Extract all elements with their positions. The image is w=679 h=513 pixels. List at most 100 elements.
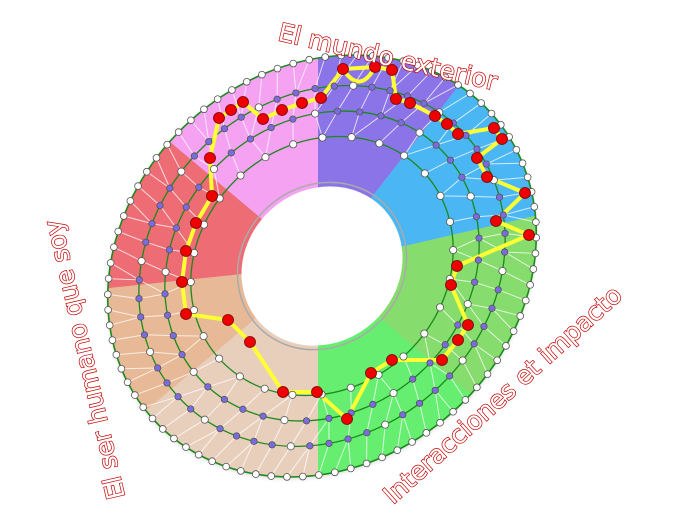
white-node bbox=[104, 274, 113, 283]
mesh-line bbox=[457, 324, 475, 345]
red-node bbox=[341, 413, 353, 425]
white-node bbox=[142, 167, 151, 176]
mesh-line bbox=[366, 404, 374, 433]
purple-node bbox=[356, 108, 364, 116]
red-node bbox=[441, 118, 453, 130]
mesh-line bbox=[403, 144, 437, 157]
mesh-line bbox=[144, 334, 174, 337]
mesh-line bbox=[467, 303, 485, 327]
red-node bbox=[222, 314, 234, 326]
purple-node bbox=[161, 290, 169, 298]
mesh-line bbox=[334, 438, 349, 473]
mesh-line bbox=[412, 379, 421, 404]
path-nodes bbox=[176, 61, 535, 425]
mesh-line bbox=[478, 232, 506, 239]
purple-node bbox=[220, 395, 228, 404]
mesh-line bbox=[292, 63, 297, 94]
red-node bbox=[337, 63, 349, 75]
mesh-line bbox=[467, 303, 493, 309]
red-node bbox=[206, 190, 218, 202]
purple-node bbox=[237, 113, 245, 121]
mesh-line bbox=[141, 260, 166, 273]
white-node bbox=[523, 173, 532, 182]
white-node bbox=[273, 64, 282, 73]
purple-node bbox=[420, 99, 428, 107]
purple-node bbox=[409, 375, 417, 383]
mesh-line bbox=[270, 446, 292, 477]
mesh-line bbox=[177, 386, 209, 398]
mesh-line bbox=[473, 343, 498, 361]
mesh-line bbox=[118, 231, 146, 243]
white-node bbox=[131, 391, 139, 399]
white-node bbox=[152, 154, 161, 162]
white-node bbox=[103, 290, 112, 299]
purple-node bbox=[473, 145, 481, 153]
purple-node bbox=[470, 340, 478, 348]
mesh-line bbox=[381, 424, 386, 458]
red-node bbox=[471, 152, 483, 164]
white-node bbox=[422, 429, 431, 437]
white-node bbox=[393, 446, 402, 454]
red-node bbox=[311, 386, 323, 398]
white-node bbox=[288, 390, 297, 399]
mesh-line bbox=[434, 390, 454, 413]
white-node bbox=[117, 364, 126, 373]
mesh-line bbox=[108, 309, 141, 318]
mesh-line bbox=[438, 93, 471, 113]
purple-node bbox=[273, 95, 281, 103]
mesh-line bbox=[503, 214, 536, 223]
inner-hole-edge bbox=[236, 181, 408, 351]
purple-node bbox=[154, 364, 162, 372]
purple-node bbox=[227, 149, 235, 157]
mesh-line bbox=[137, 185, 161, 206]
white-node bbox=[529, 265, 538, 273]
red-node bbox=[404, 97, 416, 109]
white-node bbox=[400, 151, 409, 160]
white-node bbox=[148, 414, 157, 423]
white-node bbox=[458, 356, 467, 365]
red-node bbox=[237, 96, 249, 108]
mesh-line bbox=[453, 102, 482, 124]
mesh-line bbox=[138, 293, 166, 300]
purple-node bbox=[172, 224, 180, 232]
purple-node bbox=[246, 135, 255, 143]
purple-node bbox=[135, 295, 143, 303]
purple-node bbox=[446, 156, 454, 164]
red-node bbox=[386, 354, 398, 366]
mesh-line bbox=[318, 443, 330, 476]
mesh-line bbox=[359, 86, 373, 113]
mesh-line bbox=[129, 200, 153, 224]
white-node bbox=[112, 350, 121, 359]
purple-node bbox=[426, 359, 434, 367]
white-node bbox=[368, 52, 377, 60]
red-node bbox=[180, 308, 192, 320]
white-node bbox=[531, 249, 540, 258]
mesh-line bbox=[493, 176, 528, 181]
white-node bbox=[254, 103, 263, 112]
purple-node bbox=[474, 256, 482, 264]
purple-node bbox=[306, 442, 314, 450]
white-node bbox=[242, 78, 251, 86]
mesh-line bbox=[185, 428, 221, 448]
red-node bbox=[365, 367, 377, 379]
mesh-line bbox=[242, 388, 266, 410]
purple-node bbox=[415, 399, 424, 407]
white-node bbox=[463, 299, 472, 308]
purple-node bbox=[368, 83, 376, 91]
white-node bbox=[187, 116, 195, 125]
white-node bbox=[182, 443, 190, 451]
white-node bbox=[200, 415, 209, 424]
white-node bbox=[436, 303, 445, 312]
white-node bbox=[428, 67, 436, 75]
mesh-line bbox=[470, 195, 500, 198]
purple-node bbox=[454, 321, 462, 329]
mesh-line bbox=[337, 85, 354, 112]
white-node bbox=[346, 383, 355, 392]
white-node bbox=[114, 227, 123, 236]
white-node bbox=[415, 128, 424, 137]
mesh-line bbox=[240, 117, 251, 140]
mesh-line bbox=[449, 375, 466, 401]
white-node bbox=[104, 306, 112, 314]
mesh-line bbox=[503, 206, 535, 216]
